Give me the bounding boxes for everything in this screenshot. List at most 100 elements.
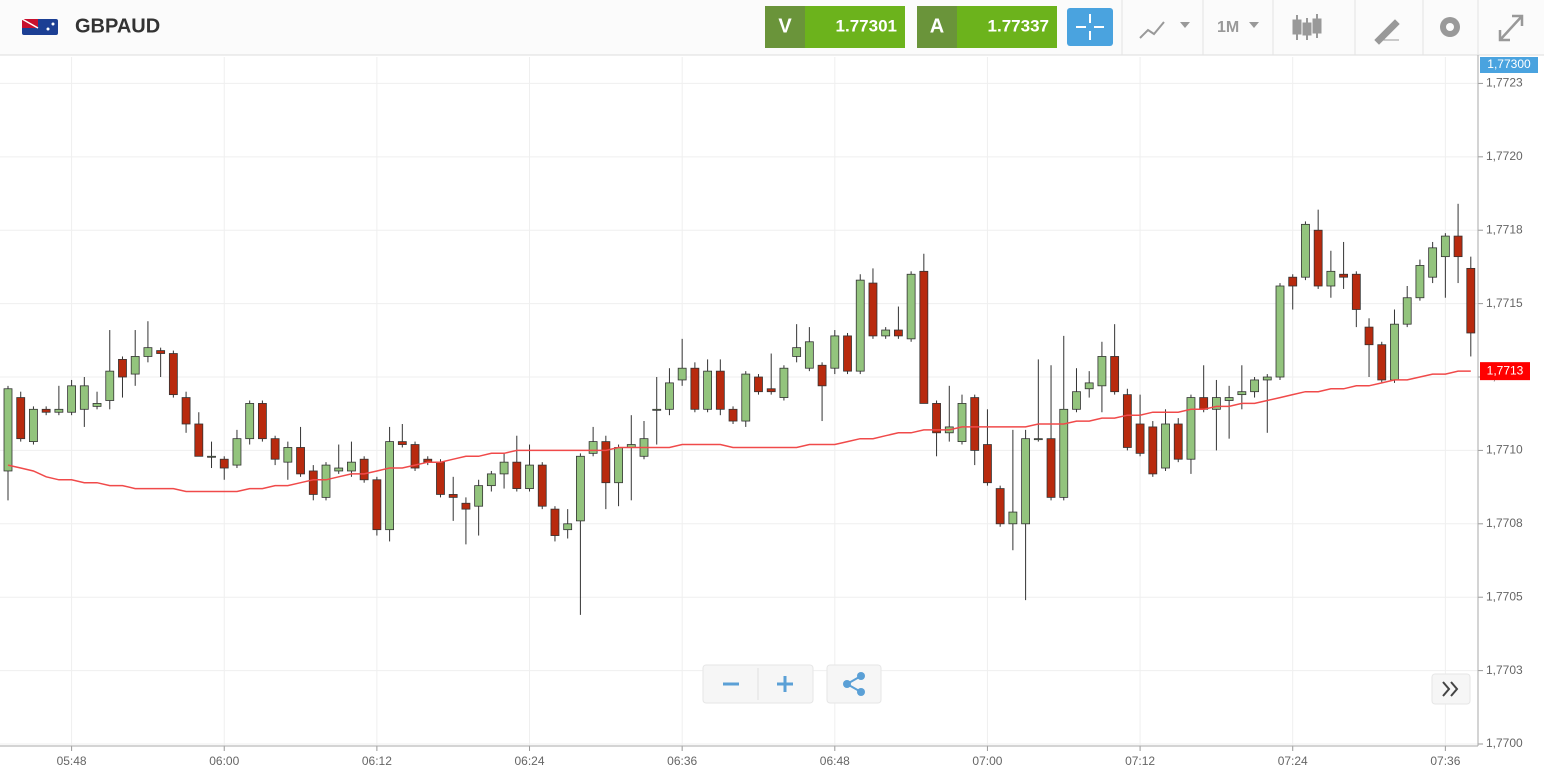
candle-body [1148,426,1158,475]
candle-body [270,438,280,460]
candle-body [1351,273,1361,310]
candle-style-button[interactable] [1292,14,1322,40]
header: GBPAUD V 1.77301 A 1.77337 1M [0,0,1544,56]
candle-body [792,347,802,357]
last-price-label: 1,77300 [1487,57,1531,71]
y-tick-label: 1,7720 [1486,149,1523,163]
fullscreen-button[interactable] [1498,14,1524,42]
settings-button[interactable] [1440,17,1460,37]
candle-body [1377,344,1387,381]
candle-body [766,388,776,393]
candle-body [41,408,51,413]
candle-body [1466,267,1476,334]
y-tick-label: 1,7715 [1486,296,1523,310]
plot-area: 1,7700 1,7703 1,7705 1,7708 1,7710 1,7713 1,77… [0,55,1538,768]
candle-body [1262,376,1272,381]
candle-body [79,385,89,410]
y-tick-label: 1,7710 [1486,443,1523,457]
zoom-in[interactable] [777,676,793,692]
candle-body [257,403,267,440]
candle-body [601,441,611,484]
candle-body [614,447,623,484]
candle-body [779,367,789,398]
candle-body [499,461,509,475]
candle-body [29,408,38,443]
candle-body [334,467,344,472]
candle-body [1033,438,1043,441]
y-tick-label: 1,7703 [1486,663,1523,677]
x-tick-label: 06:36 [667,754,697,768]
candle-body [461,502,471,510]
symbol: GBPAUD [75,15,160,37]
x-tick-label: 07:24 [1278,754,1308,768]
candle-body [232,438,242,466]
candle-body [868,282,878,337]
candle-body [919,270,929,404]
candle-body [283,447,293,463]
candle-body [1173,423,1183,460]
candle-body [1364,326,1374,346]
candle-body [1237,391,1247,396]
scroll-end-button[interactable] [1431,673,1471,705]
candle-body [347,461,356,472]
candle-body [54,408,64,413]
candle-body [1428,247,1438,278]
candle-body [932,403,941,434]
draw-tool-button[interactable] [1374,19,1400,45]
candle-body [1135,423,1145,454]
candle-body [1084,382,1094,390]
candle-body [1415,265,1425,299]
share-button[interactable] [826,664,882,704]
candle-body [1212,397,1221,410]
candle-body [563,523,573,531]
candle-body [677,367,687,381]
candle-body [156,350,166,354]
ma-label: 1,7713 [1487,363,1524,377]
candle-body [1275,285,1285,378]
candle-body [321,464,331,498]
candle-body [1059,408,1069,498]
candle-body [550,508,560,536]
candle-body [372,479,382,531]
candle-body [1402,297,1412,325]
sell-button[interactable]: V 1.77301 [765,6,905,48]
candle-body [181,397,191,425]
candle-body [105,370,115,401]
candle-body [397,441,407,445]
sell-price: 1.77301 [836,16,897,35]
candle-body [652,408,662,411]
share-icon [843,672,865,696]
candle-body [728,408,738,422]
candle-body [1440,235,1450,258]
candle-body [1021,438,1030,525]
candle-body [576,455,585,522]
candle-body [741,373,751,422]
candle-body [1161,423,1170,469]
candle-body [1288,276,1298,287]
candle-body [1122,394,1132,448]
timeframe: 1M [1217,19,1239,36]
timeframe-button[interactable]: 1M [1217,19,1259,36]
candle-body [130,356,140,375]
candle-body [830,335,840,369]
chart-type-button[interactable] [1139,21,1190,39]
candle-body [448,494,458,498]
y-tick-label: 1,7705 [1486,589,1523,603]
candle-body [665,382,674,410]
candle-body [1301,223,1310,278]
candle-body [754,376,763,393]
candle-body [1224,397,1234,401]
candle-body [703,370,712,410]
candle-body [245,403,255,440]
candle-body [1110,356,1120,393]
candle-body [881,329,891,337]
candle-body [1339,273,1348,278]
candle-body [118,358,127,378]
buy-button[interactable]: A 1.77337 [917,6,1057,48]
y-tick-label: 1,7700 [1486,736,1523,750]
flag [21,18,58,35]
x-tick-label: 07:12 [1125,754,1155,768]
candle-body [207,455,216,458]
candle-body [537,464,547,507]
crosshair-button[interactable] [1067,8,1113,46]
